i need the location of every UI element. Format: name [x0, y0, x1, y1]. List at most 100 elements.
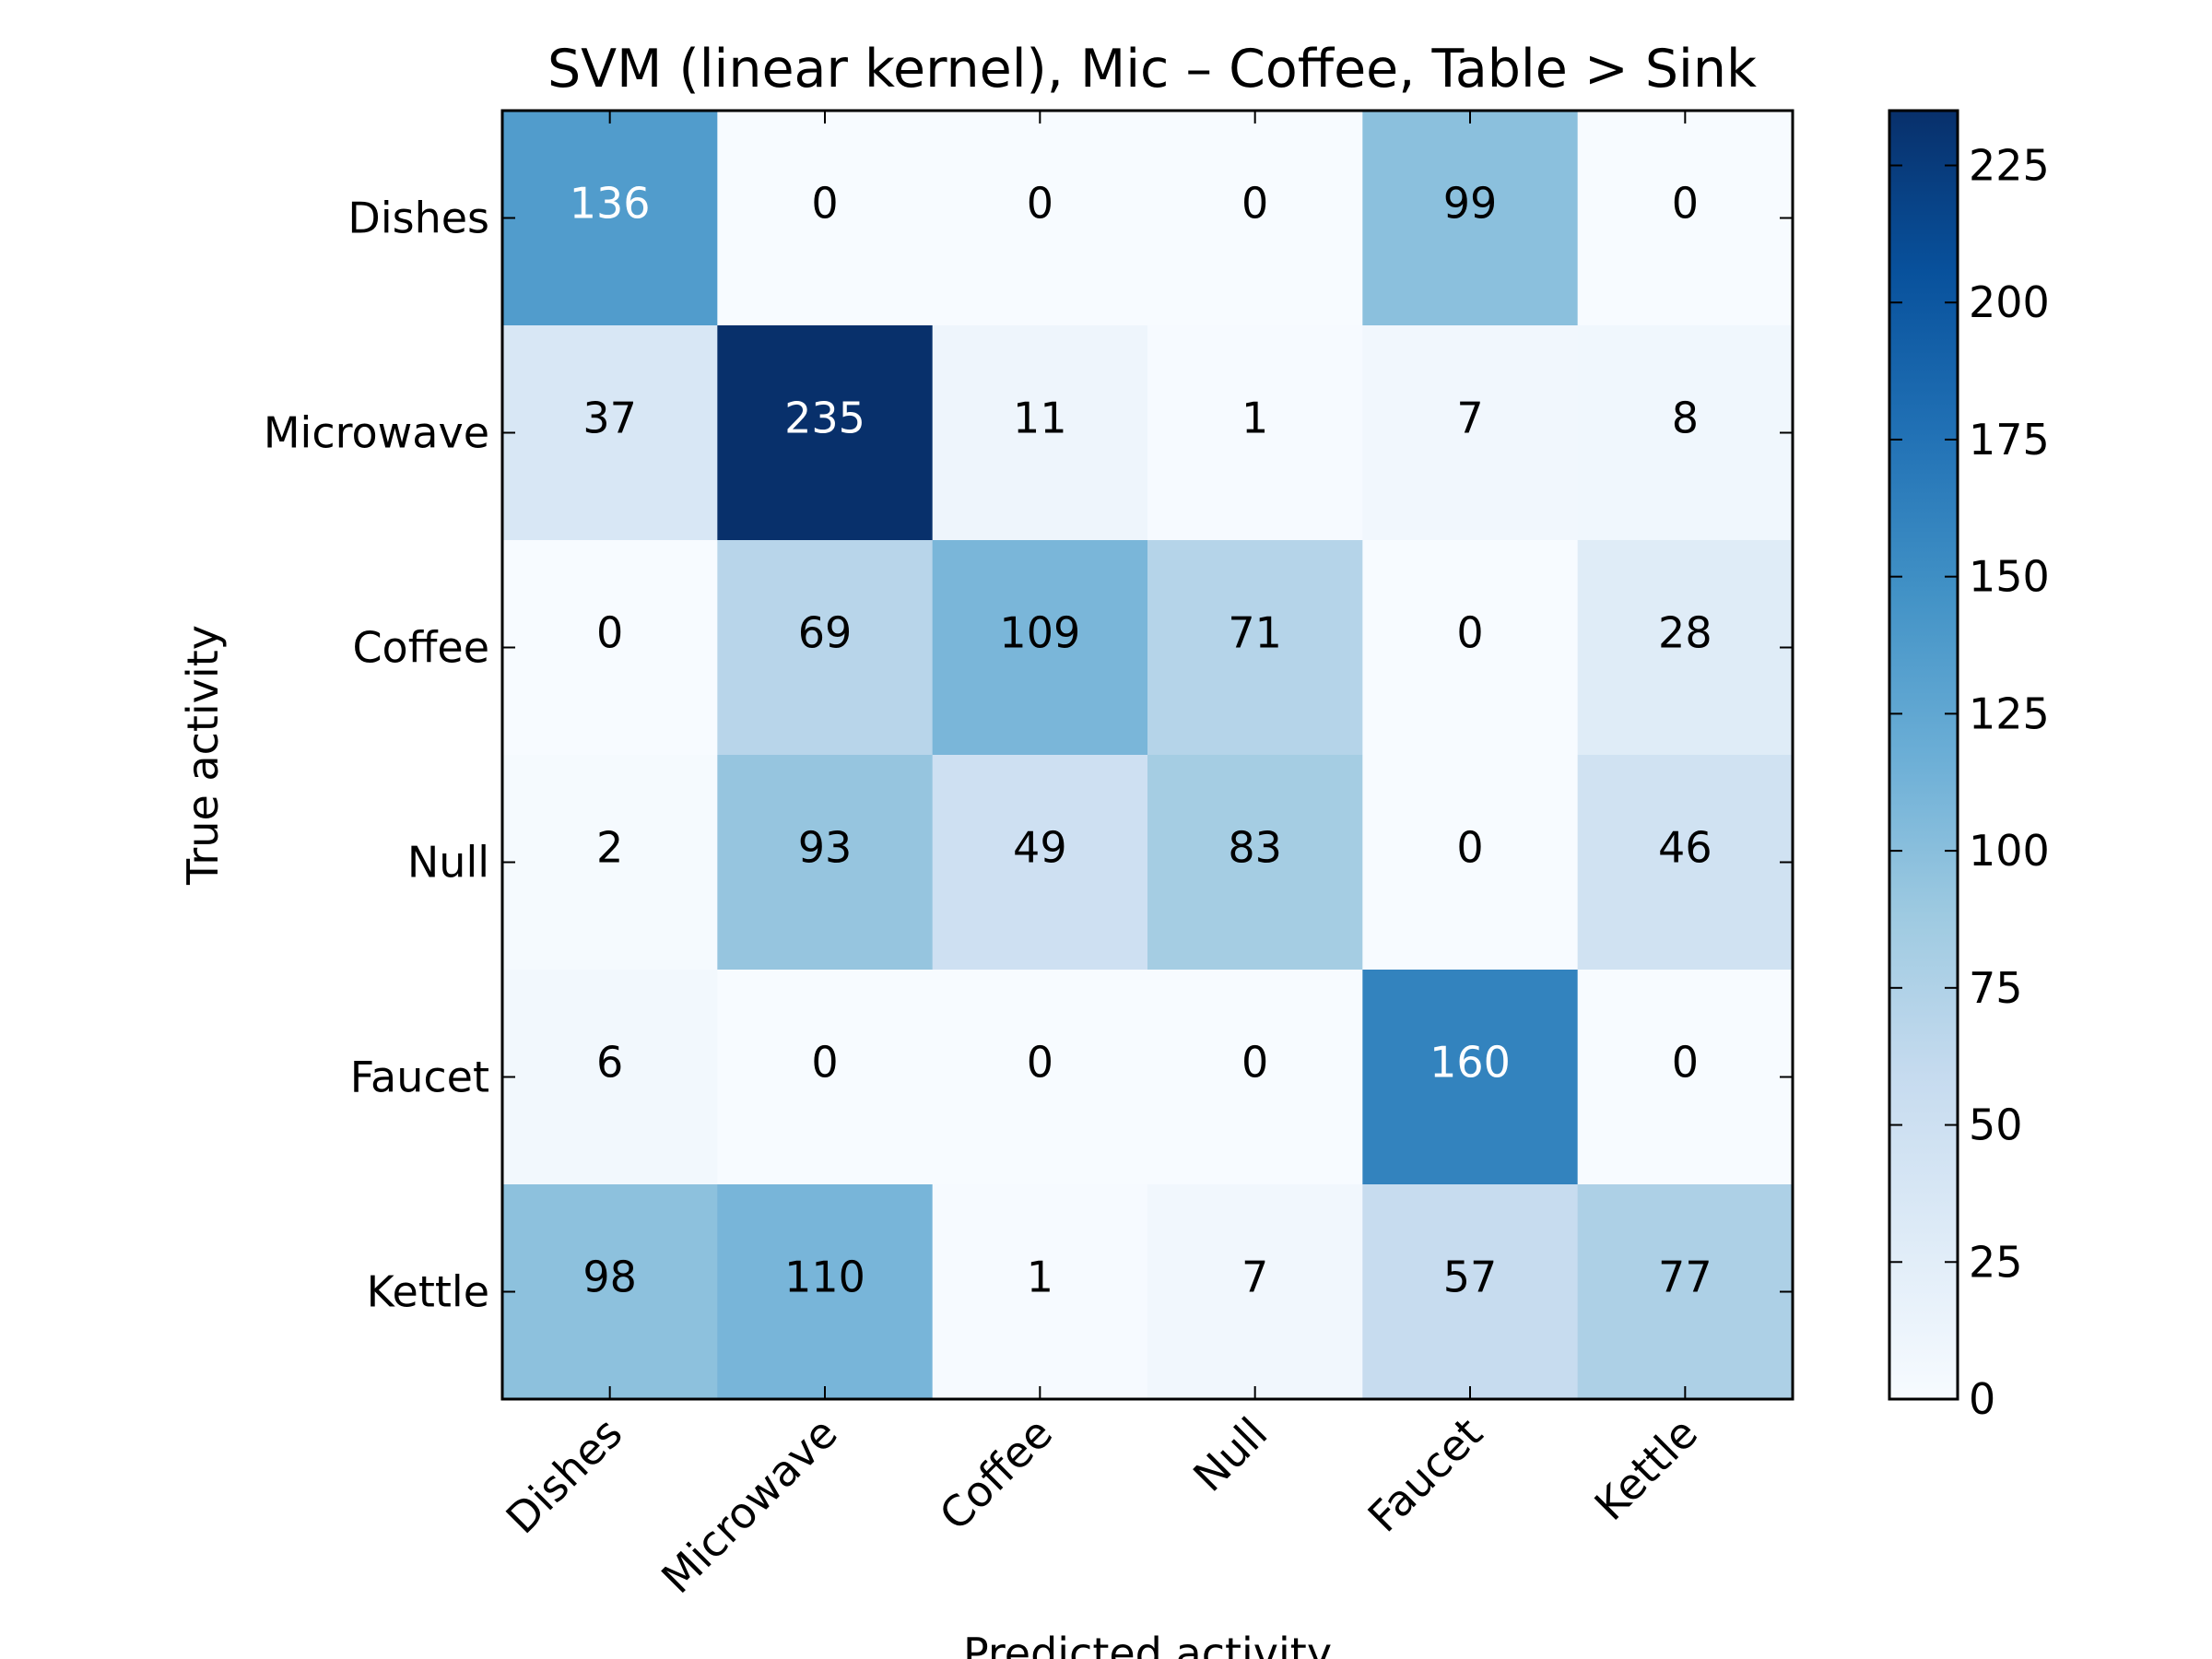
cell-value-label: 11	[1013, 394, 1067, 443]
cell-value-label: 49	[1013, 823, 1067, 873]
cell-value-label: 83	[1228, 823, 1282, 873]
cell-value-label: 0	[1241, 179, 1268, 229]
cell-value-label: 0	[1456, 823, 1483, 873]
cell-value-label: 99	[1443, 179, 1498, 229]
heatmap-cell	[1362, 970, 1579, 1185]
colorbar-tick-label: 75	[1969, 963, 2023, 1013]
cell-value-label: 1	[1027, 1253, 1053, 1302]
cell-value-label: 1	[1241, 394, 1268, 443]
cell-value-label: 69	[798, 608, 853, 658]
colorbar-tick-label: 0	[1969, 1374, 1995, 1424]
colorbar-tick-label: 175	[1969, 415, 2050, 465]
x-axis-label: Predicted activity	[963, 1629, 1332, 1659]
heatmap-cell	[1362, 325, 1579, 541]
cell-value-label: 0	[1241, 1038, 1268, 1088]
heatmap-cell	[717, 325, 934, 541]
heatmap-cell	[1147, 325, 1363, 541]
axis-ticks	[502, 111, 1793, 1399]
x-tick-label: Faucet	[1359, 1408, 1492, 1542]
heatmap-cell	[1362, 1184, 1579, 1400]
heatmap-cell	[1147, 755, 1363, 971]
cell-value-label: 77	[1658, 1253, 1712, 1302]
heatmap-cell	[717, 1184, 934, 1400]
heatmap-cell	[1577, 755, 1794, 971]
heatmap-cell	[1577, 111, 1794, 326]
colorbar-tick-label: 200	[1969, 277, 2050, 327]
heatmap-cell	[502, 325, 718, 541]
cell-value-label: 160	[1430, 1038, 1511, 1088]
cell-value-label: 98	[582, 1253, 637, 1302]
heatmap-cell	[1362, 111, 1579, 326]
cell-value-label: 136	[570, 179, 651, 229]
x-tick-label: Microwave	[652, 1408, 847, 1604]
heatmap-cell	[502, 111, 718, 326]
cell-value-label: 37	[582, 394, 637, 443]
heatmap-cell	[1362, 540, 1579, 756]
x-tick-label: Coffee	[930, 1408, 1062, 1540]
cell-value-label: 0	[1672, 179, 1699, 229]
heatmap-cells	[502, 111, 1794, 1400]
x-tick-label: Dishes	[497, 1408, 632, 1544]
plot-frame	[500, 109, 1794, 1401]
heatmap-cell	[1147, 111, 1363, 326]
heatmap-cell	[1577, 325, 1794, 541]
heatmap-cell	[502, 1184, 718, 1400]
colorbar-tick-label: 50	[1969, 1100, 2023, 1150]
heatmap-cell	[1147, 970, 1363, 1185]
y-tick-label: Microwave	[264, 408, 489, 458]
cell-value-label: 0	[1672, 1038, 1699, 1088]
heatmap-cell	[932, 1184, 1148, 1400]
y-axis-label: True activity	[178, 625, 228, 886]
y-tick-label: Coffee	[352, 623, 489, 673]
heatmap-cell	[502, 970, 718, 1185]
cell-value-label: 0	[811, 1038, 838, 1088]
cell-value-label: 0	[1027, 1038, 1053, 1088]
y-tick-label: Null	[407, 838, 489, 888]
y-tick-label: Dishes	[347, 194, 489, 243]
heatmap-cell	[1362, 755, 1579, 971]
heatmap-cell	[932, 325, 1148, 541]
heatmap-cell	[1147, 540, 1363, 756]
heatmap-cell	[932, 755, 1148, 971]
colorbar-tick-label: 125	[1969, 688, 2050, 738]
cell-value-label: 57	[1443, 1253, 1498, 1302]
heatmap-cell	[717, 111, 934, 326]
heatmap-cell-labels: 136 0 0 0 99 037 235 11 1 7 80 69 109 71 0 282 93 49 83 0 46…	[570, 179, 1712, 1302]
cell-value-label: 110	[784, 1253, 865, 1302]
cell-value-label: 7	[1456, 394, 1483, 443]
y-tick-label: Faucet	[350, 1053, 489, 1102]
cell-value-label: 6	[596, 1038, 623, 1088]
cell-value-label: 0	[811, 179, 838, 229]
heatmap-cell	[502, 755, 718, 971]
cell-value-label: 7	[1241, 1253, 1268, 1302]
heatmap-cell	[717, 540, 934, 756]
heatmap-cell	[502, 540, 718, 756]
heatmap-cell	[932, 970, 1148, 1185]
colorbar-tick-label: 150	[1969, 552, 2050, 602]
cell-value-label: 71	[1228, 608, 1282, 658]
x-tick-label: Null	[1183, 1408, 1277, 1501]
cell-value-label: 93	[798, 823, 853, 873]
heatmap-cell	[1577, 970, 1794, 1185]
cell-value-label: 28	[1658, 608, 1712, 658]
colorbar-tick-label: 225	[1969, 140, 2050, 190]
cell-value-label: 0	[1027, 179, 1053, 229]
chart-title: SVM (linear kernel), Mic – Coffee, Table…	[547, 39, 1757, 100]
cell-value-label: 0	[1456, 608, 1483, 658]
cell-value-label: 235	[784, 394, 865, 443]
colorbar-ticks: 0 25 50 75 100 125 150 175 200 225	[1889, 140, 2050, 1424]
x-tick-labels: Dishes Microwave Coffee Null Faucet Kettle	[497, 1408, 1707, 1604]
heatmap-cell	[1147, 1184, 1363, 1400]
y-tick-labels: Dishes Microwave Coffee Null Faucet Kettle	[264, 194, 489, 1317]
heatmap-cell	[932, 540, 1148, 756]
cell-value-label: 109	[999, 608, 1080, 658]
cell-value-label: 46	[1658, 823, 1712, 873]
cell-value-label: 0	[596, 608, 623, 658]
x-tick-label: Kettle	[1585, 1408, 1707, 1530]
heatmap-cell	[1577, 1184, 1794, 1400]
heatmap-cell	[717, 755, 934, 971]
heatmap-cell	[717, 970, 934, 1185]
heatmap-cell	[1577, 540, 1794, 756]
heatmap-cell	[932, 111, 1148, 326]
